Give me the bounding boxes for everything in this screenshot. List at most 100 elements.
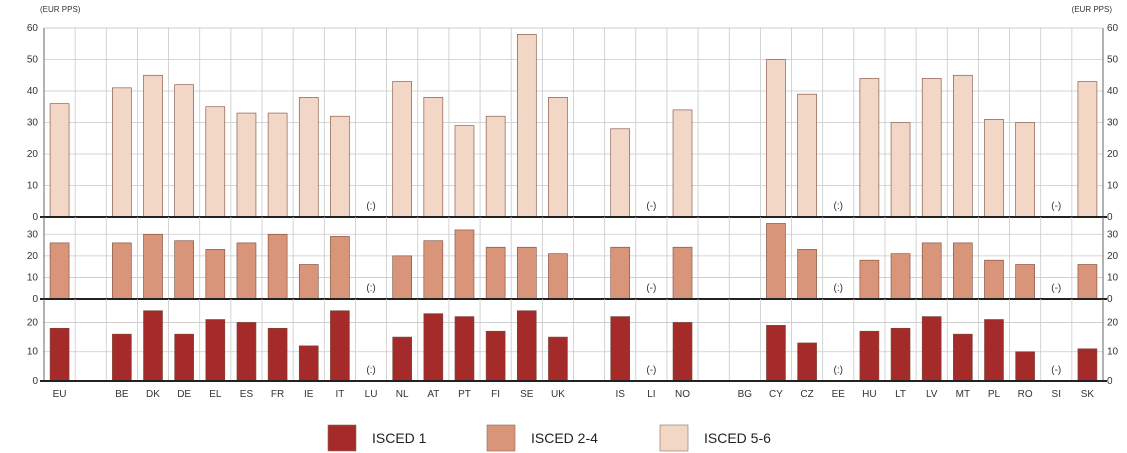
x-tick-label: IT (335, 389, 344, 400)
bar-cy (766, 59, 786, 218)
y-tick-label-right: 0 (1107, 212, 1113, 223)
not-available-label: (:) (834, 365, 843, 376)
bar-eu (49, 242, 70, 300)
bar-cy (766, 223, 786, 300)
bar-uk (548, 253, 568, 300)
bar-lt (890, 327, 911, 382)
x-tick-label: AT (427, 389, 439, 400)
bar-pl (984, 119, 1004, 218)
x-tick-label: EE (832, 389, 846, 400)
y-tick-label-right: 30 (1107, 229, 1119, 240)
bar-eu (49, 327, 70, 382)
not-available-label: (:) (366, 365, 375, 376)
bar-is (610, 316, 631, 382)
bar-lv (921, 316, 942, 382)
y-tick-label-left: 10 (27, 347, 39, 358)
legend-label: ISCED 2-4 (531, 430, 598, 446)
bar-be (112, 242, 132, 300)
bar-el (205, 106, 226, 218)
x-tick-label: EL (209, 389, 222, 400)
x-tick-label: EU (53, 389, 67, 400)
bar-at (423, 97, 444, 218)
x-tick-label: DK (146, 389, 160, 400)
legend-label: ISCED 5-6 (704, 430, 771, 446)
bar-ie (298, 97, 319, 218)
not-available-label: (-) (1051, 283, 1061, 294)
bar-lt (890, 122, 911, 218)
y-tick-label-right: 20 (1107, 149, 1119, 160)
x-tick-label: HU (862, 389, 876, 400)
y-tick-label-right: 40 (1107, 86, 1119, 97)
bar-no (672, 246, 693, 300)
bar-cz (797, 249, 817, 300)
x-tick-label: CY (769, 389, 783, 400)
bar-mt (953, 74, 973, 218)
bar-fi (485, 330, 506, 382)
bar-fr (267, 327, 288, 382)
bar-at (423, 313, 444, 382)
bar-hu (859, 78, 880, 218)
bar-ro (1015, 351, 1035, 382)
bar-sk (1077, 264, 1098, 300)
x-tick-label: LT (895, 389, 906, 400)
bar-fi (485, 115, 506, 218)
bar-mt (953, 242, 973, 300)
x-tick-label: NO (675, 389, 690, 400)
bar-es (236, 112, 257, 218)
x-tick-label: LU (365, 389, 378, 400)
x-tick-label: PL (988, 389, 1001, 400)
y-tick-label-right: 0 (1107, 294, 1113, 305)
y-tick-label-right: 30 (1107, 118, 1119, 129)
left-unit-label: (EUR PPS) (40, 5, 81, 14)
bar-cy (766, 325, 786, 382)
bar-eu (49, 103, 70, 218)
x-tick-label: SK (1081, 389, 1095, 400)
bar-hu (859, 330, 880, 382)
x-tick-label: DE (177, 389, 191, 400)
x-tick-label: FR (271, 389, 284, 400)
bar-lv (921, 242, 942, 300)
bar-lv (921, 78, 942, 218)
bar-pt (454, 316, 475, 382)
bar-es (236, 242, 257, 300)
x-tick-label: RO (1018, 389, 1033, 400)
x-tick-label: BG (738, 389, 753, 400)
not-available-label: (:) (366, 283, 375, 294)
bar-nl (392, 336, 412, 382)
bar-no (672, 109, 693, 218)
x-tick-label: IS (615, 389, 625, 400)
y-tick-label-right: 10 (1107, 181, 1119, 192)
bar-de (174, 84, 194, 218)
not-available-label: (:) (366, 201, 375, 212)
bar-no (672, 322, 693, 382)
bar-it (330, 310, 350, 382)
bar-pl (984, 319, 1004, 382)
not-available-label: (-) (646, 283, 656, 294)
not-available-label: (-) (1051, 365, 1061, 376)
legend-label: ISCED 1 (372, 430, 427, 446)
not-available-label: (-) (1051, 201, 1061, 212)
y-tick-label-left: 60 (27, 23, 39, 34)
y-tick-label-left: 20 (27, 149, 39, 160)
bar-ie (298, 264, 319, 300)
x-tick-label: BE (115, 389, 129, 400)
x-tick-label: IE (304, 389, 314, 400)
bar-de (174, 240, 194, 300)
bar-dk (143, 310, 163, 382)
bar-pt (454, 229, 475, 300)
bar-it (330, 115, 350, 218)
bar-fr (267, 233, 288, 300)
bar-is (610, 246, 631, 300)
y-tick-label-left: 40 (27, 86, 39, 97)
bar-ro (1015, 264, 1035, 300)
not-available-label: (:) (834, 201, 843, 212)
panel-isced-1: 0 0 10 10 20 20 (:) (-) (:) (-) (27, 299, 1119, 387)
x-tick-label: LI (647, 389, 655, 400)
x-tick-label: UK (551, 389, 565, 400)
bar-lt (890, 253, 911, 300)
x-tick-label: LV (926, 389, 938, 400)
y-tick-label-left: 30 (27, 229, 39, 240)
bar-uk (548, 97, 568, 218)
bar-mt (953, 333, 973, 382)
